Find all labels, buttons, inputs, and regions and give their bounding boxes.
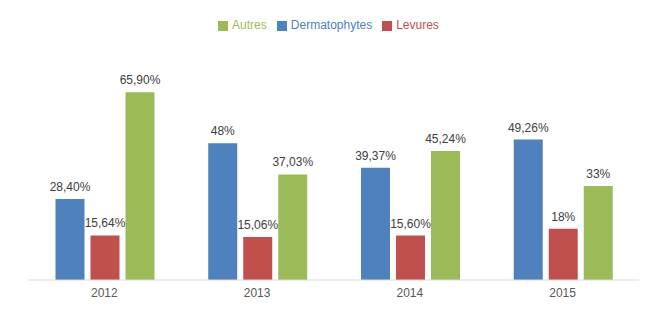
svg-text:15,64%: 15,64% <box>85 216 126 230</box>
svg-text:15,60%: 15,60% <box>390 217 431 231</box>
svg-text:2015: 2015 <box>549 286 576 300</box>
svg-text:48%: 48% <box>211 124 235 138</box>
svg-text:18%: 18% <box>551 210 575 224</box>
svg-text:37,03%: 37,03% <box>272 155 313 169</box>
svg-text:45,24%: 45,24% <box>425 132 466 146</box>
svg-text:49,26%: 49,26% <box>508 121 549 135</box>
svg-text:2014: 2014 <box>397 286 424 300</box>
html-text:Dermatophytes: Dermatophytes <box>290 18 373 32</box>
svg-text:2013: 2013 <box>244 286 271 300</box>
html-text:Levures: Levures <box>396 18 439 32</box>
svg-text:28,40%: 28,40% <box>50 180 91 194</box>
svg-text:15,06%: 15,06% <box>237 218 278 232</box>
svg-text:65,90%: 65,90% <box>120 73 161 87</box>
svg-text:2012: 2012 <box>91 286 118 300</box>
svg-text:33%: 33% <box>586 167 610 181</box>
svg-text:39,37%: 39,37% <box>355 149 396 163</box>
html-text:Autres: Autres <box>232 18 267 32</box>
